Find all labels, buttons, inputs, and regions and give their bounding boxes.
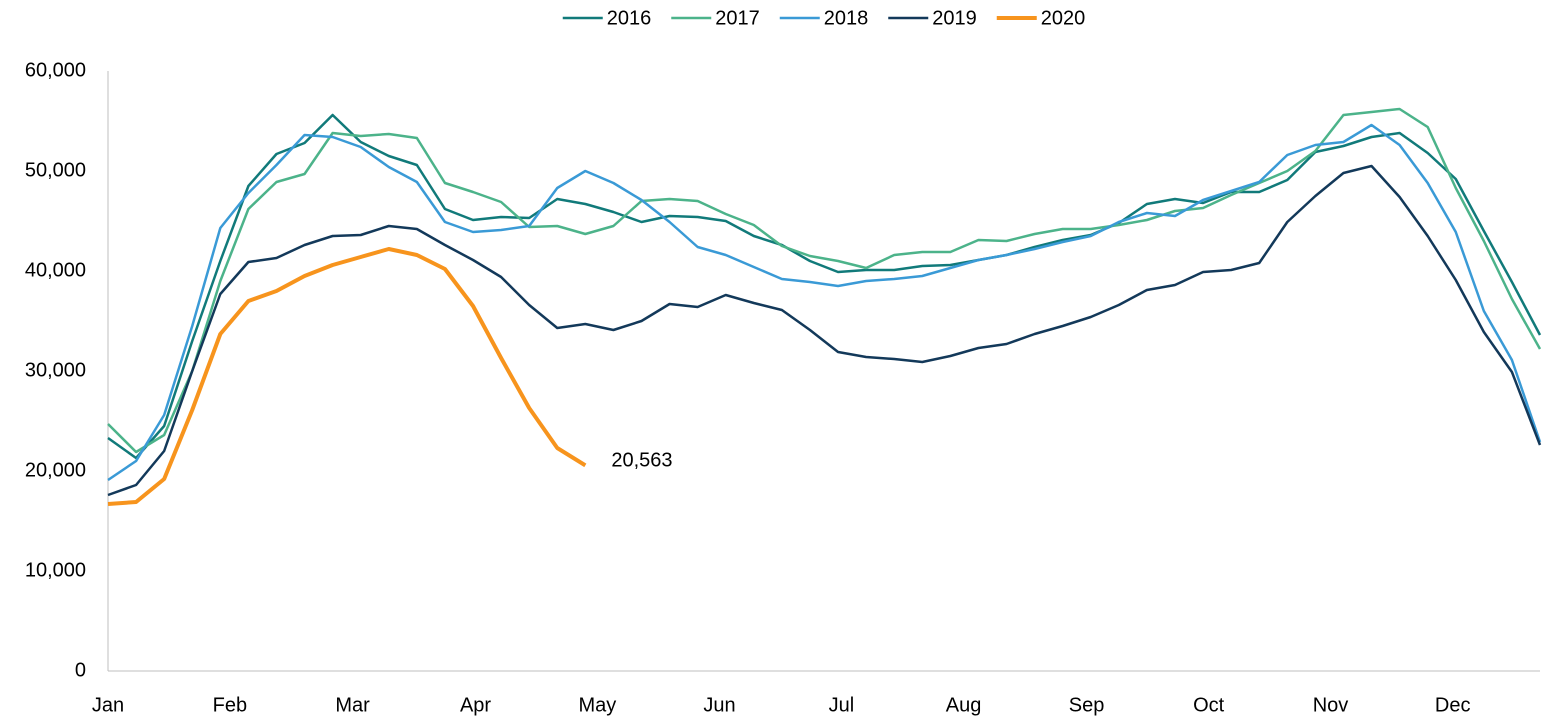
x-tick-label: Nov [1313, 694, 1349, 716]
y-tick-label: 0 [75, 659, 86, 681]
series-line [107, 113, 1542, 460]
x-tick-label: Jun [703, 694, 735, 716]
x-tick-label: Oct [1193, 694, 1225, 716]
y-tick-label: 60,000 [25, 59, 86, 81]
legend-label: 2017 [715, 7, 760, 29]
y-tick-label: 40,000 [25, 259, 86, 281]
legend-label: 2020 [1041, 7, 1086, 29]
series-line [107, 247, 587, 506]
legend-label: 2018 [824, 7, 869, 29]
data-label: 20,563 [611, 450, 672, 472]
y-tick-label: 10,000 [25, 559, 86, 581]
legend-item: 2020 [996, 7, 1086, 29]
legend-item: 2017 [671, 7, 760, 29]
x-tick-label: Dec [1435, 694, 1471, 716]
x-tick-label: Sep [1069, 694, 1105, 716]
legend-item: 2016 [562, 7, 652, 29]
legend-label: 2019 [932, 7, 977, 29]
series-line [107, 123, 1542, 482]
y-tick-label: 30,000 [25, 359, 86, 381]
series-line [107, 107, 1542, 454]
x-tick-label: Jul [829, 694, 855, 716]
x-tick-label: Aug [946, 694, 982, 716]
x-tick-label: Apr [460, 694, 491, 716]
x-tick-label: May [579, 694, 617, 716]
legend-label: 2016 [607, 7, 652, 29]
series-line [107, 164, 1542, 497]
x-tick-label: Feb [213, 694, 247, 716]
y-tick-label: 50,000 [25, 159, 86, 181]
x-tick-label: Mar [335, 694, 370, 716]
legend-item: 2019 [888, 7, 977, 29]
x-tick-label: Jan [92, 694, 124, 716]
legend-item: 2018 [779, 7, 869, 29]
y-tick-label: 20,000 [25, 459, 86, 481]
